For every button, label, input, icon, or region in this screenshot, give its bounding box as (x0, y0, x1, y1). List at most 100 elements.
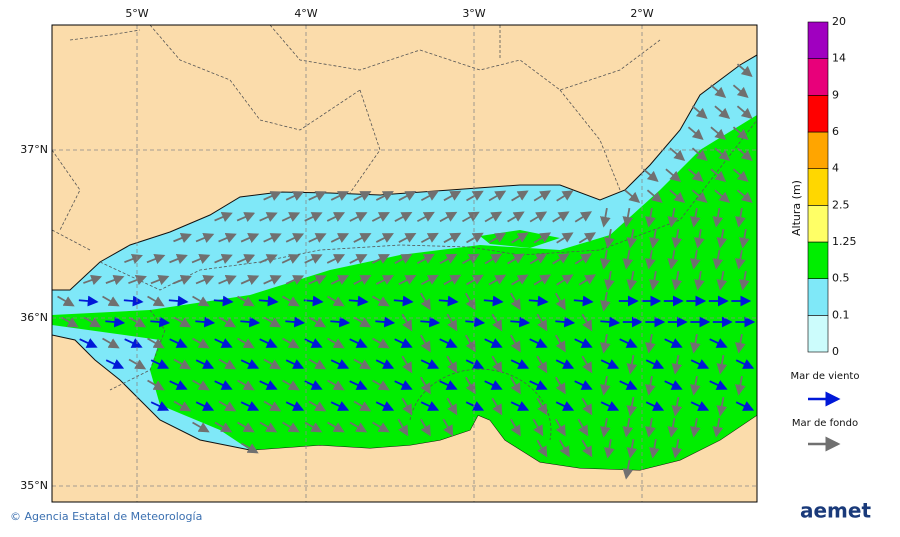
swell-arrow (622, 207, 634, 228)
swell-arrow (556, 232, 574, 244)
swell-arrow (465, 334, 476, 353)
swell-arrow (218, 275, 237, 285)
swell-arrow (304, 254, 323, 264)
wind-sea-arrow (393, 295, 414, 307)
swell-arrow (330, 275, 350, 285)
wind-sea-label: Mar de viento (791, 371, 860, 382)
swell-arrow (712, 249, 724, 270)
swell-arrow (556, 274, 574, 286)
swell-arrow (173, 274, 192, 286)
swell-arrow (375, 233, 394, 243)
swell-arrow (552, 211, 570, 223)
swell-arrow (375, 275, 394, 285)
swell-arrow (282, 379, 300, 391)
swell-arrow (691, 189, 708, 203)
swell-arrow (645, 249, 656, 270)
swell-arrow (308, 275, 327, 285)
swell-arrow (510, 334, 521, 353)
swell-arrow (694, 270, 705, 291)
wind-sea-arrow (240, 316, 261, 328)
swell-arrow (282, 337, 300, 349)
swell-arrow (735, 333, 746, 354)
lon-label: 4°W (294, 7, 317, 20)
wind-sea-arrow (529, 380, 548, 390)
swell-arrow (214, 421, 233, 433)
wind-sea-arrow (709, 380, 728, 390)
swell-arrow (581, 397, 593, 416)
swell-arrow (507, 211, 525, 223)
swell-arrow (624, 189, 641, 203)
wind-sea-arrow (169, 338, 188, 348)
swell-arrow (484, 253, 503, 265)
wind-sea-arrow (150, 316, 171, 328)
swell-arrow (416, 253, 435, 265)
swell-arrow (511, 190, 529, 202)
wind-sea-arrow (285, 316, 306, 328)
lat-label: 35°N (20, 479, 48, 492)
colorbar-band (807, 58, 829, 96)
swell-arrow (102, 337, 120, 349)
wind-sea-arrow (573, 295, 594, 307)
swell-arrow (218, 400, 237, 412)
swell-arrow (191, 254, 211, 264)
swell-arrow (401, 355, 413, 374)
swell-arrow (214, 254, 233, 264)
swell-arrow (173, 400, 192, 412)
swell-arrow (732, 84, 749, 98)
swell-arrow (649, 228, 660, 249)
wind-sea-arrow (483, 295, 504, 307)
swell-arrow (510, 376, 521, 395)
wind-sea-arrow (168, 295, 189, 307)
swell-arrow (646, 189, 663, 203)
wind-sea-arrow (285, 401, 305, 411)
swell-arrow (600, 291, 611, 312)
wind-sea-arrow (510, 401, 530, 411)
wind-sea-arrow (600, 316, 621, 328)
lon-label: 2°W (630, 7, 653, 20)
wind-sea-arrow (150, 401, 170, 411)
swell-arrow (147, 337, 165, 349)
wind-sea-arrow (510, 359, 530, 369)
colorbar-label: 6 (832, 125, 839, 138)
swell-arrow (304, 421, 323, 433)
swell-arrow (581, 313, 593, 332)
swell-arrow (353, 358, 372, 370)
swell-arrow (394, 212, 413, 222)
swell-arrow (240, 275, 260, 285)
swell-arrow (555, 418, 566, 437)
swell-arrow (446, 313, 458, 332)
swell-arrow (349, 212, 368, 222)
swell-arrow (642, 168, 659, 182)
wind-sea-arrow (349, 380, 368, 390)
swell-arrow (401, 313, 413, 332)
wind-sea-arrow (240, 359, 260, 369)
wind-sea-arrow (484, 338, 503, 348)
swell-arrow (690, 375, 701, 396)
swell-arrow (555, 376, 566, 395)
swell-arrow (308, 191, 327, 201)
swell-arrow (622, 459, 634, 480)
colorbar-band (807, 278, 829, 316)
swell-arrow (281, 212, 301, 222)
colorbar-band (807, 315, 829, 353)
swell-arrow (327, 379, 345, 391)
swell-arrow (712, 417, 724, 438)
colorbar-label: 0.5 (832, 272, 850, 285)
swell-arrow (259, 254, 278, 264)
swell-arrow (192, 379, 210, 391)
swell-arrow (559, 439, 570, 458)
wind-sea-arrow (195, 359, 215, 369)
swell-arrow (510, 292, 521, 311)
wind-sea-arrow (124, 338, 143, 348)
wind-sea-arrow (735, 359, 755, 369)
swell-arrow (671, 396, 683, 417)
swell-arrow (667, 249, 679, 270)
swell-arrow (529, 211, 548, 223)
swell-arrow (736, 63, 753, 77)
footer-credit: © Agencia Estatal de Meteorología (10, 510, 202, 523)
wind-sea-arrow (709, 338, 728, 348)
swell-arrow (147, 295, 165, 307)
wind-sea-arrow (528, 295, 549, 307)
wind-sea-arrow (420, 316, 441, 328)
wind-sea-arrow (259, 380, 278, 390)
